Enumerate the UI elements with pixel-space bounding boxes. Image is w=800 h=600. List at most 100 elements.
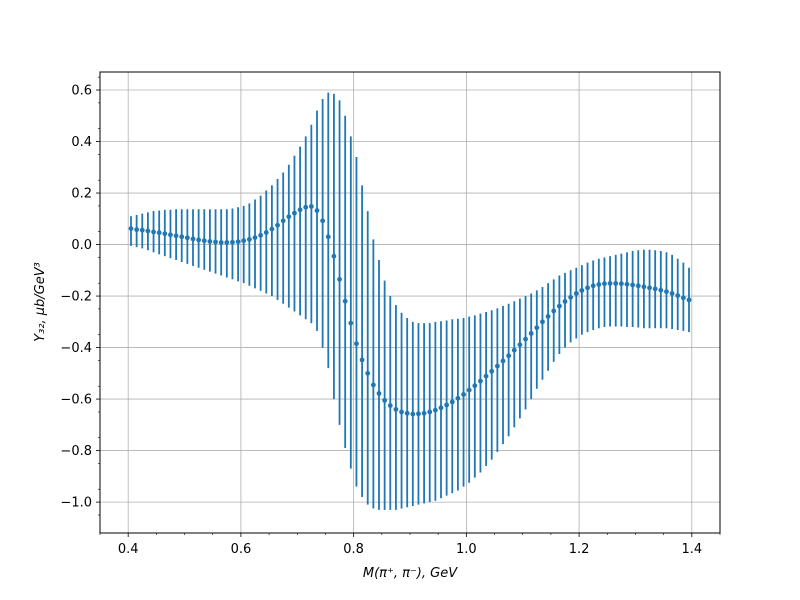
y-tick-label: −0.8: [60, 444, 92, 459]
data-point: [489, 368, 495, 374]
grid-lines: [100, 72, 720, 533]
data-point: [540, 319, 545, 325]
data-point: [562, 299, 568, 304]
data-point: [151, 229, 156, 235]
data-point: [179, 234, 185, 240]
data-point: [354, 341, 359, 347]
data-point: [500, 358, 506, 364]
data-point: [382, 397, 388, 403]
data-point: [258, 232, 264, 238]
data-point: [241, 238, 247, 244]
data-point: [365, 370, 371, 376]
data-point: [359, 357, 365, 363]
y-tick-label: 0.2: [71, 187, 92, 202]
data-point: [478, 378, 483, 384]
data-point: [207, 239, 213, 244]
data-point: [421, 410, 427, 416]
data-point: [647, 285, 652, 291]
x-axis-ticks: 0.4 0.6 0.8 1.0 1.2 1.4: [99, 533, 721, 557]
data-point: [455, 395, 461, 401]
data-point: [246, 237, 252, 242]
data-point: [573, 291, 579, 296]
data-point: [590, 283, 596, 289]
error-bars: [130, 92, 690, 510]
data-point: [269, 226, 275, 232]
data-point: [303, 204, 309, 210]
data-point: [466, 387, 472, 393]
data-point: [427, 409, 433, 415]
data-point: [432, 407, 438, 413]
data-point: [297, 207, 303, 213]
data-point: [168, 232, 173, 238]
data-point: [652, 286, 658, 292]
data-point: [596, 282, 602, 287]
data-point: [641, 284, 647, 290]
data-point: [494, 363, 500, 369]
data-point: [252, 235, 258, 240]
data-point: [602, 281, 607, 287]
data-point: [235, 239, 241, 245]
data-point: [275, 222, 280, 228]
data-point: [438, 405, 444, 411]
y-axis-label: Y₃₂, μb/GeV³: [33, 262, 48, 342]
data-point: [624, 281, 630, 287]
data-point: [545, 314, 551, 319]
data-point: [399, 409, 404, 415]
data-point: [568, 294, 574, 300]
data-point: [528, 331, 534, 336]
data-point: [416, 411, 421, 417]
data-point: [551, 308, 557, 314]
data-point: [607, 281, 613, 286]
data-point: [230, 239, 235, 245]
x-tick-label: 0.6: [231, 542, 252, 557]
data-point: [444, 402, 450, 408]
data-point: [201, 238, 207, 244]
data-point: [263, 230, 269, 235]
y-tick-label: −1.0: [60, 496, 92, 511]
data-point: [218, 240, 224, 245]
x-axis-label: M(π⁺, π⁻), GeV: [363, 566, 458, 581]
data-point: [461, 392, 466, 397]
data-point: [472, 383, 478, 389]
data-point: [173, 233, 179, 239]
data-point: [128, 226, 134, 231]
data-point: [680, 295, 686, 301]
data-point: [370, 382, 376, 388]
data-point: [686, 297, 692, 303]
data-point: [348, 320, 354, 326]
data-point: [404, 410, 410, 416]
data-point: [224, 240, 230, 245]
data-point: [630, 282, 636, 288]
data-point: [190, 236, 196, 242]
y-tick-label: −0.2: [60, 290, 92, 305]
data-point: [511, 347, 517, 353]
data-point: [658, 287, 664, 293]
data-point: [139, 227, 145, 233]
data-point: [613, 281, 619, 286]
x-tick-label: 1.2: [569, 542, 590, 557]
data-point: [213, 239, 218, 245]
data-point: [387, 403, 393, 408]
x-tick-label: 1.4: [681, 542, 702, 557]
data-point: [669, 291, 675, 296]
y-tick-label: −0.6: [60, 393, 92, 408]
data-point: [410, 411, 416, 417]
data-point: [162, 231, 168, 237]
data-point: [292, 210, 297, 216]
data-point: [184, 235, 190, 241]
data-point: [314, 208, 320, 213]
data-point: [376, 391, 382, 396]
data-point: [506, 353, 512, 359]
y-tick-label: 0.6: [71, 84, 92, 99]
y-tick-label: 0.4: [71, 135, 92, 150]
data-point: [556, 303, 562, 309]
x-tick-label: 1.0: [456, 542, 477, 557]
y-tick-label: 0.0: [71, 238, 92, 253]
data-point: [280, 218, 286, 224]
data-point: [664, 289, 669, 295]
data-point: [331, 253, 337, 259]
data-point: [534, 325, 540, 331]
x-tick-label: 0.8: [343, 542, 364, 557]
data-point: [286, 214, 292, 220]
